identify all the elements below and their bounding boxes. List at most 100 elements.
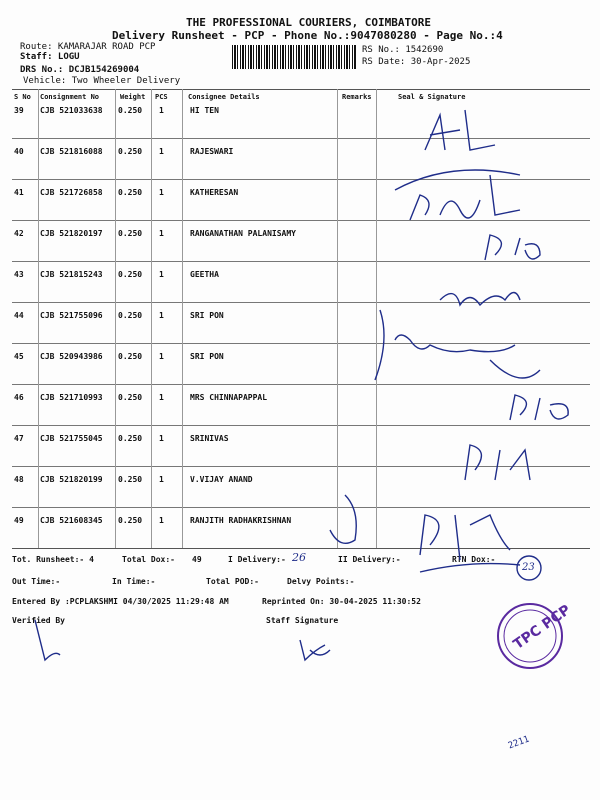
cell-sno: 43 [14, 270, 24, 279]
cell-pcs: 1 [159, 475, 164, 484]
column-divider [182, 89, 183, 548]
cell-wt: 0.250 [118, 434, 143, 443]
vehicle: Vehicle: Two Wheeler Delivery [23, 76, 181, 86]
col-seal: Seal & Signature [398, 93, 466, 101]
ii-delivery: II Delivery:- [338, 555, 401, 564]
cell-wt: 0.250 [118, 393, 143, 402]
column-divider [151, 89, 152, 548]
col-remarks: Remarks [342, 93, 372, 101]
signature-47-48 [464, 444, 531, 481]
cell-sno: 41 [14, 188, 24, 197]
rs-no: RS No.: 1542690 [362, 45, 444, 55]
cell-wt: 0.250 [118, 147, 143, 156]
cell-pcs: 1 [159, 393, 164, 402]
column-divider [115, 89, 116, 548]
row-divider [12, 138, 590, 139]
cell-pcs: 1 [159, 229, 164, 238]
rtn-handwritten: 23 [522, 562, 535, 573]
col-sno: S No [14, 93, 31, 101]
cell-name: RAJESWARI [190, 147, 234, 156]
cell-wt: 0.250 [118, 352, 143, 361]
column-divider [376, 89, 377, 548]
signature-39 [424, 109, 496, 151]
verified-signature [34, 619, 61, 662]
row-divider [12, 261, 590, 262]
column-divider [337, 89, 338, 548]
cell-pcs: 1 [159, 188, 164, 197]
signature-44-45 [374, 309, 541, 381]
cell-wt: 0.250 [118, 475, 143, 484]
total-dox: Total Dox:- [122, 555, 175, 564]
cell-sno: 42 [14, 229, 24, 238]
row-divider [12, 384, 590, 385]
entered-by: Entered By :PCPLAKSHMI 04/30/2025 11:29:… [12, 597, 229, 606]
cell-cn: CJB 521820197 [40, 229, 103, 238]
cell-wt: 0.250 [118, 311, 143, 320]
barcode [232, 45, 356, 69]
signature-42 [484, 234, 541, 261]
cell-name: V.VIJAY ANAND [190, 475, 253, 484]
delvy-points: Delvy Points:- [287, 577, 355, 586]
company-title: THE PROFESSIONAL COURIERS, COIMBATORE [186, 16, 432, 29]
cell-cn: CJB 521755096 [40, 311, 103, 320]
col-consignee: Consignee Details [188, 93, 260, 101]
cell-sno: 45 [14, 352, 24, 361]
verified-by: Verified By [12, 616, 65, 625]
cell-cn: CJB 521710993 [40, 393, 103, 402]
cell-wt: 0.250 [118, 229, 143, 238]
out-time: Out Time:- [12, 577, 61, 586]
cell-name: SRINIVAS [190, 434, 229, 443]
cell-name: SRI PON [190, 311, 224, 320]
col-pcs: PCS [155, 93, 168, 101]
drs-no: DRS No.: DCJB154269004 [20, 65, 140, 75]
cell-pcs: 1 [159, 434, 164, 443]
cell-wt: 0.250 [118, 106, 143, 115]
in-time: In Time:- [112, 577, 156, 586]
cell-sno: 40 [14, 147, 24, 156]
cell-sno: 39 [14, 106, 24, 115]
cell-pcs: 1 [159, 106, 164, 115]
cell-sno: 44 [14, 311, 24, 320]
cell-name: HI TEN [190, 106, 219, 115]
rs-date: RS Date: 30-Apr-2025 [362, 57, 471, 67]
cell-pcs: 1 [159, 352, 164, 361]
cell-name: RANGANATHAN PALANISAMY [190, 229, 296, 238]
signature-49 [329, 494, 511, 561]
row-divider [12, 466, 590, 467]
cell-name: KATHERESAN [190, 188, 239, 197]
cell-pcs: 1 [159, 311, 164, 320]
cell-cn: CJB 521755045 [40, 434, 103, 443]
col-weight: Weight [120, 93, 146, 101]
runsheet-subtitle: Delivery Runsheet - PCP - Phone No.:9047… [112, 29, 503, 42]
i-delivery-handwritten: 26 [292, 551, 306, 564]
column-divider [38, 89, 39, 548]
cell-cn: CJB 520943986 [40, 352, 103, 361]
cell-name: SRI PON [190, 352, 224, 361]
tot-runsheet: Tot. Runsheet:- 4 [12, 555, 94, 564]
cell-cn: CJB 521033638 [40, 106, 103, 115]
total-dox-value: 49 [192, 555, 202, 564]
i-delivery-underline [419, 562, 521, 573]
route: Route: KAMARAJAR ROAD PCP [20, 42, 156, 52]
cell-cn: CJB 521726858 [40, 188, 103, 197]
row-divider [12, 302, 590, 303]
row-divider [12, 425, 590, 426]
staff-signature [299, 639, 331, 662]
cell-name: GEETHA [190, 270, 219, 279]
cell-cn: CJB 521608345 [40, 516, 103, 525]
stamp-text: TPC PCP [511, 602, 574, 653]
row-divider [12, 220, 590, 221]
cell-pcs: 1 [159, 147, 164, 156]
cell-name: RANJITH RADHAKRISHNAN [190, 516, 292, 525]
cell-pcs: 1 [159, 516, 164, 525]
cell-sno: 48 [14, 475, 24, 484]
signature-43 [439, 291, 521, 307]
total-pod: Total POD:- [206, 577, 259, 586]
cell-name: MRS CHINNAPAPPAL [190, 393, 268, 402]
cell-cn: CJB 521820199 [40, 475, 103, 484]
cell-wt: 0.250 [118, 188, 143, 197]
cell-sno: 47 [14, 434, 24, 443]
row-divider [12, 179, 590, 180]
staff-signature-label: Staff Signature [266, 616, 339, 625]
cell-sno: 46 [14, 393, 24, 402]
